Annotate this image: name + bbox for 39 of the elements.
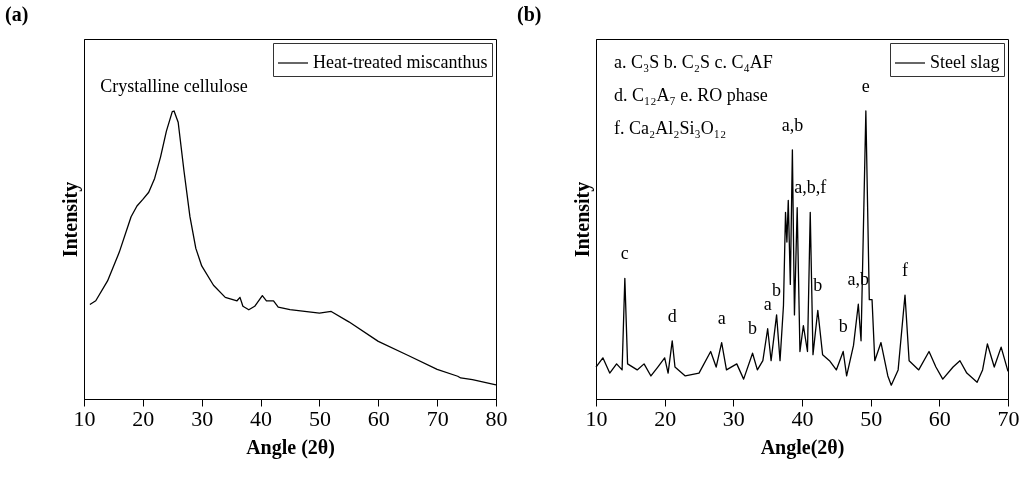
- text: d. C₁₂A₇ e. RO phase: [614, 85, 768, 105]
- annotation: c: [620, 243, 629, 264]
- x-tick-label: 60: [928, 405, 951, 431]
- chart-title: (a): [5, 3, 29, 26]
- annotation: b: [838, 316, 848, 337]
- x-tick-label: 20: [654, 405, 677, 431]
- y-axis-title: Intensity: [570, 181, 594, 258]
- x-tick-label: 70: [997, 405, 1020, 431]
- annotation: f: [902, 260, 908, 281]
- text: a. C₃S b. C₂S c. C₄AF: [614, 52, 773, 72]
- x-tick-label: 10: [585, 405, 608, 431]
- x-tick-label: 50: [860, 405, 883, 431]
- annotation: d: [667, 305, 677, 326]
- annotation: e: [861, 76, 870, 96]
- annotation: a,b: [781, 114, 804, 135]
- x-tick-label: 50: [308, 405, 331, 431]
- legend-label: Steel slag: [930, 52, 1000, 72]
- annotation: f. Ca₂Al₂Si₃O₁₂: [614, 118, 727, 138]
- x-axis-title: Angle (2θ): [246, 435, 335, 459]
- x-tick-label: 10: [73, 405, 96, 431]
- x-tick-label: 40: [250, 405, 273, 431]
- x-tick-label: 70: [426, 405, 449, 431]
- chart-title: (b): [517, 3, 542, 26]
- x-axis-title: Angle(2θ): [760, 435, 845, 459]
- x-tick-label: 30: [191, 405, 214, 431]
- annotation: a,b,f: [794, 177, 827, 198]
- x-tick-label: 30: [722, 405, 745, 431]
- y-axis-title: Intensity: [58, 181, 82, 258]
- x-tick-label: 40: [791, 405, 814, 431]
- x-tick-label: 60: [367, 405, 390, 431]
- legend-label: Heat-treated miscanthus: [313, 52, 488, 72]
- annotation: b: [748, 318, 758, 339]
- annotation: b: [772, 279, 782, 300]
- annotation: Crystalline cellulose: [100, 76, 248, 96]
- annotation: a: [763, 293, 772, 314]
- x-tick-label: 20: [132, 405, 155, 431]
- x-tick-label: 80: [485, 405, 508, 431]
- annotation: b: [813, 275, 823, 296]
- annotation: a: [717, 307, 726, 328]
